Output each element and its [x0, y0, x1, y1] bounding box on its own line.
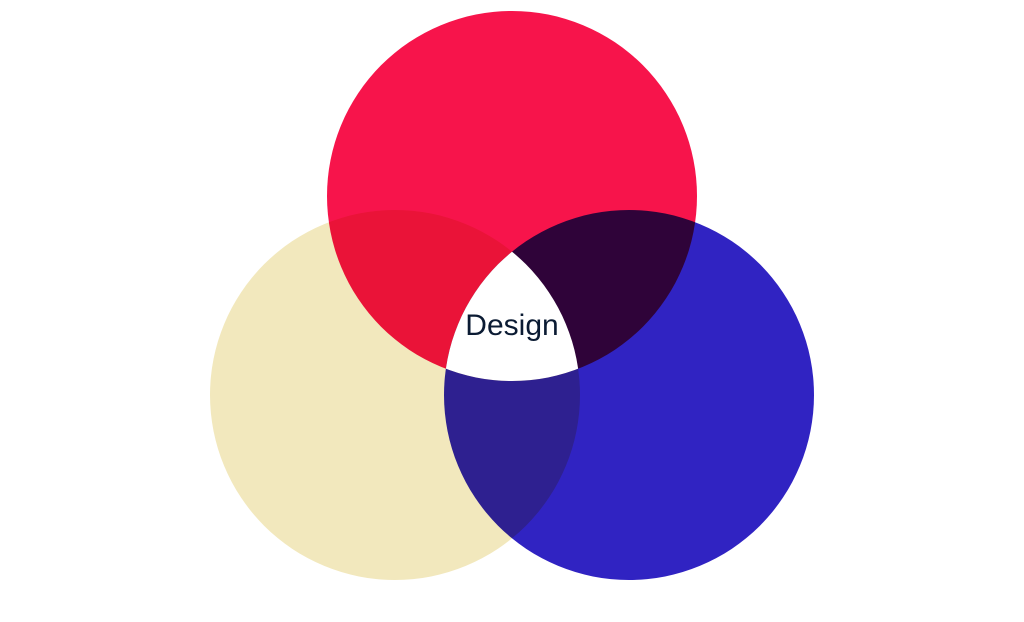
venn-center-label: Design [465, 309, 558, 343]
venn-diagram: Design [0, 0, 1024, 617]
